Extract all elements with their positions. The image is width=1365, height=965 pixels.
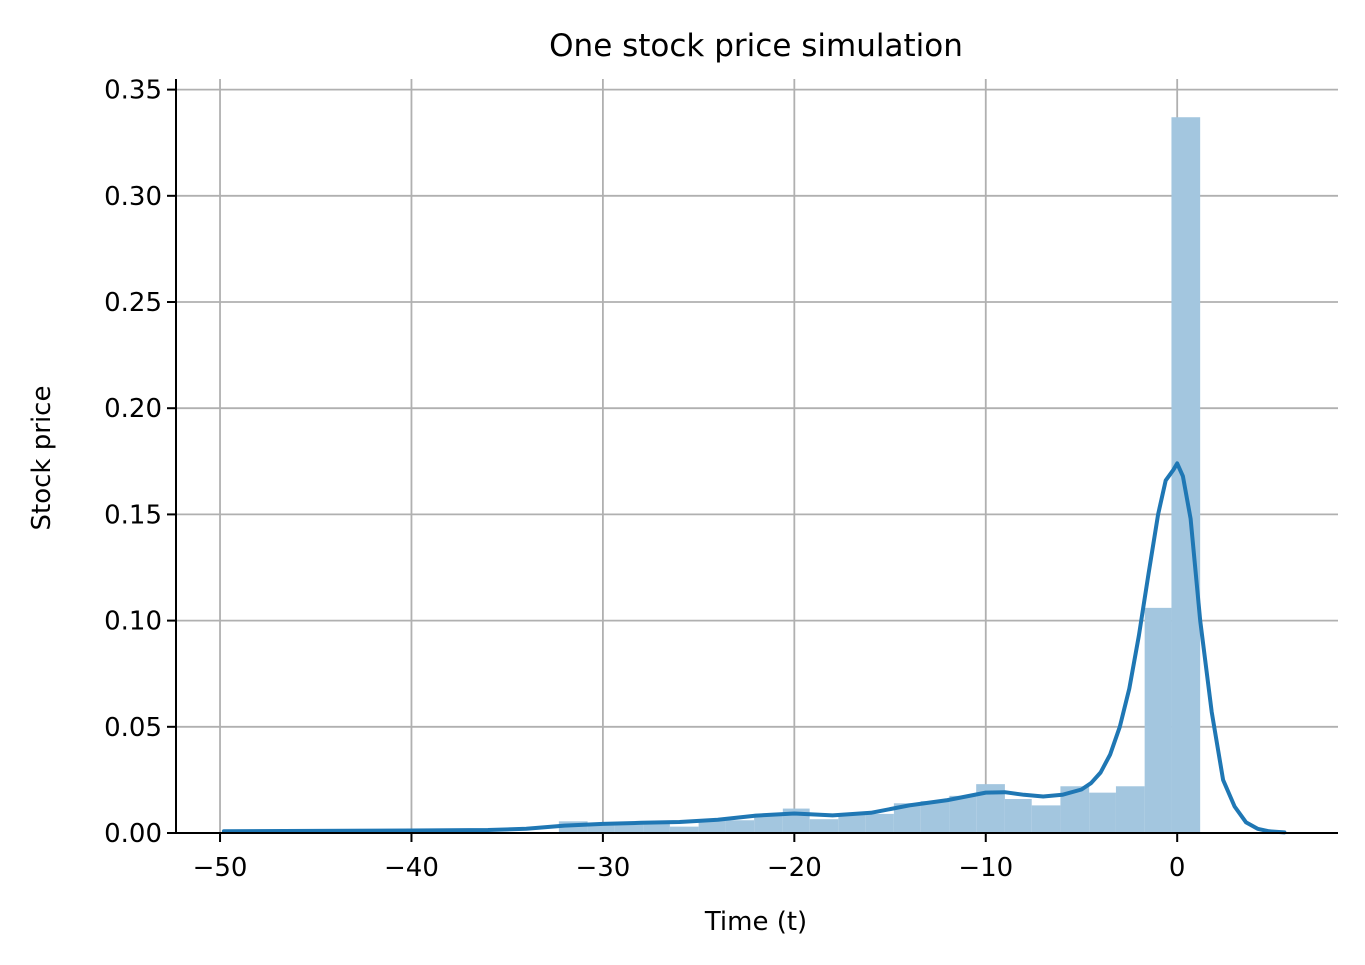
y-axis-title: Stock price bbox=[27, 386, 57, 531]
histogram-bar bbox=[1144, 607, 1172, 833]
x-tick-label: −40 bbox=[384, 853, 439, 883]
x-tick-label: −20 bbox=[767, 853, 822, 883]
histogram-bar bbox=[698, 820, 726, 833]
histogram-bar bbox=[1089, 792, 1116, 833]
axes bbox=[175, 79, 1338, 834]
x-axis-title: Time (t) bbox=[704, 907, 807, 937]
x-tick-label: 0 bbox=[1169, 853, 1186, 883]
y-tick-label: 0.15 bbox=[104, 500, 162, 530]
histogram-bar bbox=[1171, 117, 1201, 834]
histogram-bar bbox=[587, 823, 615, 833]
y-tick-label: 0.00 bbox=[104, 819, 162, 849]
y-tick-label: 0.20 bbox=[104, 394, 162, 424]
histogram-bar bbox=[920, 801, 950, 833]
histogram-bar bbox=[754, 813, 783, 833]
y-tick-label: 0.30 bbox=[104, 182, 162, 212]
histogram-bar bbox=[669, 826, 699, 833]
histogram-bar bbox=[1004, 799, 1032, 833]
histogram-bar bbox=[643, 823, 670, 833]
density-curve-layer bbox=[221, 461, 1287, 835]
x-axis-ticks: −50 −40 −30 −20 −10 0 bbox=[193, 833, 1186, 883]
histogram-bar bbox=[614, 823, 644, 833]
histogram-bar bbox=[1031, 805, 1061, 833]
histogram-bar bbox=[725, 820, 755, 833]
histogram-bar bbox=[809, 819, 839, 833]
histogram-bar bbox=[838, 814, 866, 833]
y-tick-label: 0.25 bbox=[104, 288, 162, 318]
y-tick-label: 0.35 bbox=[104, 76, 162, 106]
chart-title: One stock price simulation bbox=[549, 28, 963, 64]
x-tick-label: −10 bbox=[958, 853, 1013, 883]
x-tick-label: −50 bbox=[193, 853, 248, 883]
y-tick-label: 0.10 bbox=[104, 607, 162, 637]
histogram-bars bbox=[558, 117, 1201, 834]
y-tick-label: 0.05 bbox=[104, 713, 162, 743]
x-tick-label: −30 bbox=[575, 853, 630, 883]
histogram-bar bbox=[949, 795, 977, 833]
density-curve bbox=[221, 461, 1287, 835]
histogram-bar bbox=[1115, 786, 1145, 833]
histogram-bar bbox=[865, 813, 894, 833]
y-axis-ticks: 0.00 0.05 0.10 0.15 0.20 0.25 0.30 0.35 bbox=[104, 76, 176, 849]
